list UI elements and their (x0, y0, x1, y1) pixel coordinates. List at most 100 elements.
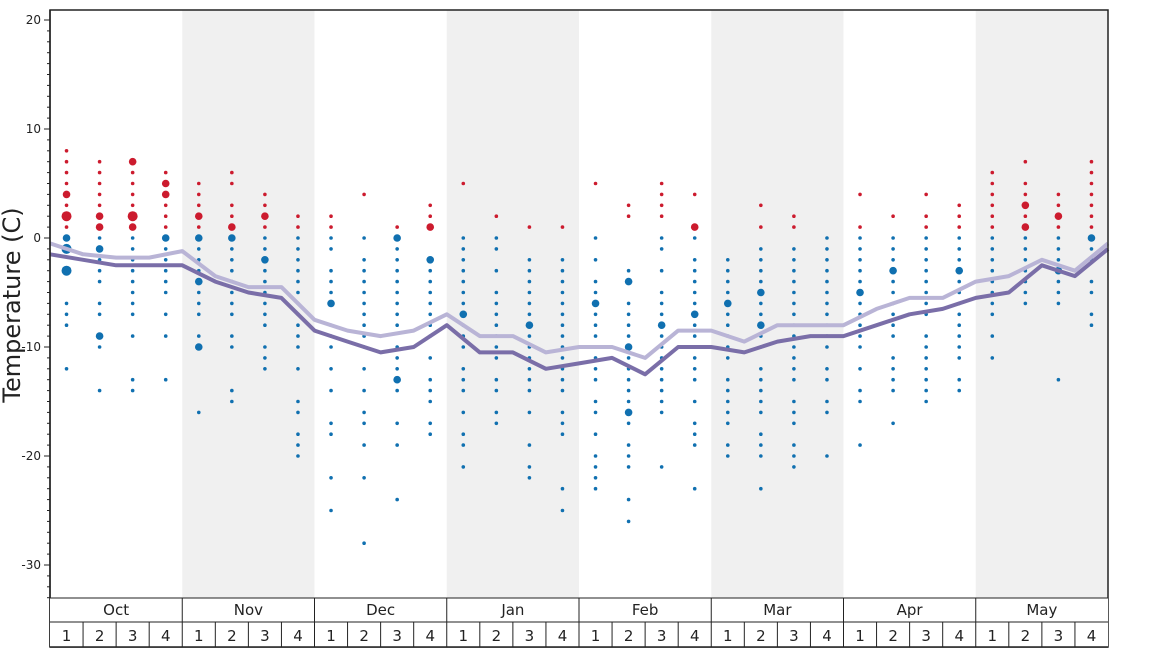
data-point (560, 323, 565, 328)
week-label: 3 (789, 627, 799, 645)
data-point (891, 421, 895, 426)
data-point (757, 288, 765, 297)
data-point (1023, 247, 1028, 251)
y-tick-label: 10 (26, 122, 41, 136)
data-point (228, 234, 236, 242)
data-point (792, 465, 796, 469)
data-point (891, 236, 895, 240)
data-point (296, 323, 300, 328)
data-point (560, 356, 565, 360)
data-point (527, 465, 532, 469)
data-point (560, 432, 565, 437)
data-point (329, 421, 333, 426)
data-point (230, 301, 234, 306)
week-label: 1 (326, 627, 336, 645)
data-point (296, 432, 300, 437)
data-point (527, 410, 532, 415)
data-point (990, 192, 995, 197)
data-point (858, 268, 862, 273)
data-point (130, 247, 135, 251)
data-point (230, 345, 234, 349)
data-point (692, 356, 697, 360)
data-point (957, 334, 962, 338)
data-point (725, 421, 730, 426)
data-point (560, 486, 565, 491)
week-label: 4 (1087, 627, 1097, 645)
month-shading (182, 10, 1108, 598)
data-point (593, 279, 598, 284)
data-point (825, 279, 829, 284)
data-point (196, 203, 201, 208)
data-point (230, 258, 234, 262)
data-point (128, 223, 137, 231)
data-point (990, 247, 995, 251)
data-point (362, 541, 366, 545)
data-point (792, 410, 796, 415)
data-point (626, 356, 631, 360)
data-point (329, 279, 333, 284)
data-point (891, 258, 895, 262)
data-point (395, 421, 399, 426)
data-point (891, 367, 895, 371)
data-point (1089, 170, 1094, 175)
data-point (957, 247, 962, 251)
data-point (461, 443, 466, 447)
data-point (692, 279, 697, 284)
data-point (593, 290, 598, 295)
data-point (163, 334, 168, 338)
data-point (858, 388, 862, 393)
data-point (196, 334, 201, 338)
data-point (97, 312, 102, 317)
y-tick-label: -10 (21, 340, 41, 354)
data-point (527, 367, 532, 371)
data-point (362, 410, 366, 415)
data-point (957, 388, 962, 393)
week-label: 4 (822, 627, 832, 645)
data-point (494, 301, 499, 306)
data-point (525, 321, 534, 330)
data-point (461, 432, 466, 437)
data-point (924, 225, 928, 229)
data-point (891, 290, 895, 295)
data-point (494, 345, 499, 349)
data-point (560, 388, 565, 393)
data-point (296, 247, 300, 251)
data-point (161, 190, 170, 199)
data-point (858, 236, 862, 240)
data-point (428, 388, 433, 393)
week-label: 1 (988, 627, 998, 645)
data-point (626, 388, 631, 393)
data-point (494, 421, 499, 426)
week-label: 3 (525, 627, 535, 645)
data-point (230, 334, 234, 338)
data-point (130, 301, 135, 306)
data-point (856, 288, 864, 297)
data-point (62, 190, 71, 199)
data-point (196, 225, 201, 229)
data-point (692, 399, 697, 404)
data-point (261, 212, 269, 220)
data-point (194, 212, 203, 220)
data-point (924, 192, 928, 197)
data-point (527, 388, 532, 393)
data-point (759, 486, 763, 491)
data-point (759, 279, 763, 284)
data-point (527, 279, 532, 284)
data-point (759, 410, 763, 415)
data-point (1089, 290, 1094, 295)
data-point (228, 223, 236, 231)
data-point (593, 334, 598, 338)
data-point (95, 212, 104, 220)
data-point (261, 255, 269, 264)
data-point (825, 301, 829, 306)
data-point (1056, 225, 1061, 229)
data-point (759, 203, 763, 208)
data-point (692, 367, 697, 371)
data-point (527, 312, 532, 317)
week-label: 1 (591, 627, 601, 645)
data-point (1023, 181, 1028, 186)
data-point (527, 377, 532, 382)
data-point (230, 399, 234, 404)
data-point (527, 476, 532, 480)
